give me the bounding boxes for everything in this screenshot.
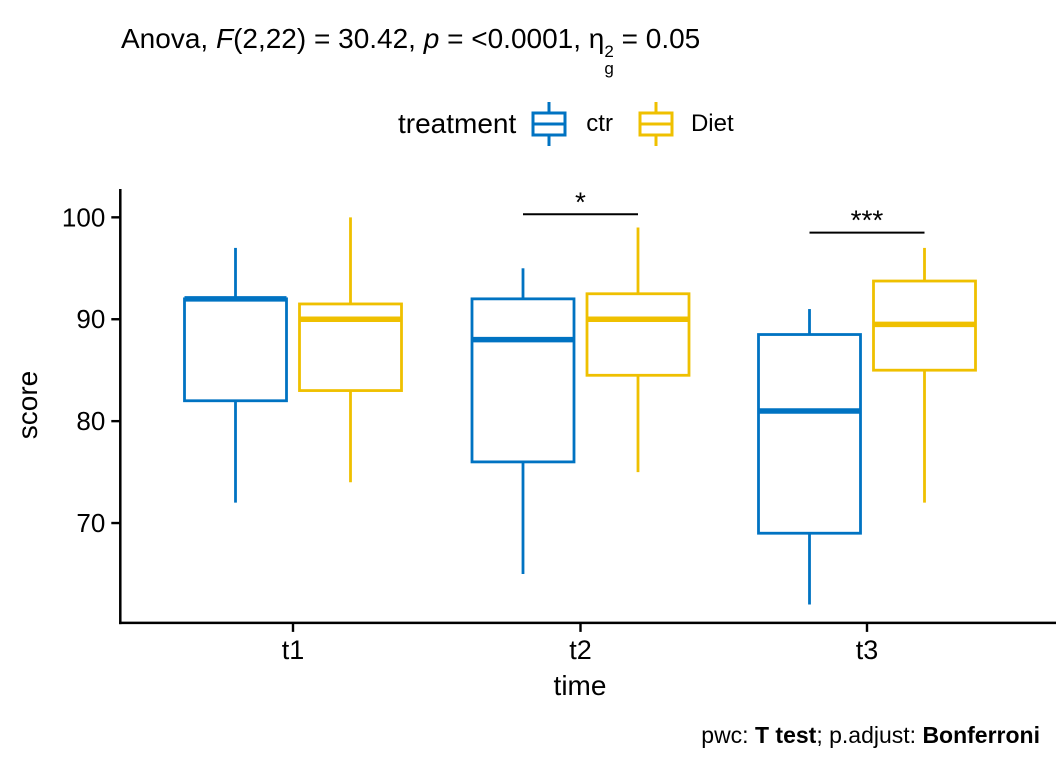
title-eta-subscript: g: [604, 59, 614, 79]
title-f-args: (2,22) = 30.42,: [233, 23, 424, 54]
x-tick-label-t2: t2: [569, 635, 592, 665]
title-p-value: = <0.0001,: [439, 23, 589, 54]
title-prefix: Anova,: [121, 23, 216, 54]
y-tick-label-70: 70: [76, 508, 105, 538]
caption-pwc-prefix: pwc:: [701, 722, 755, 748]
title-p-symbol: p: [423, 23, 440, 54]
legend-label-diet: Diet: [690, 110, 734, 137]
caption: pwc: T test; p.adjust: Bonferroni: [701, 722, 1040, 749]
y-axis-title: score: [12, 370, 43, 440]
x-tick-label-t3: t3: [856, 635, 879, 665]
legend-key-diet-boxplot-icon: [638, 102, 674, 146]
title-eta-superscript: 2: [604, 42, 614, 61]
x-axis-title: time: [553, 670, 607, 701]
legend: treatment ctr Diet: [398, 98, 734, 150]
y-tick-label-100: 100: [62, 202, 105, 232]
caption-test-name: T test: [754, 722, 817, 748]
box-diet-t2: [585, 292, 691, 377]
box-ctr-t1: [183, 297, 288, 403]
box-ctr-t2: [470, 297, 576, 464]
caption-mid: ; p.adjust:: [816, 722, 923, 748]
legend-key-ctr-boxplot-icon: [531, 102, 567, 146]
title-eta-value: = 0.05: [613, 23, 701, 54]
x-tick-label-t1: t1: [282, 635, 305, 665]
title-f-statistic: F: [215, 23, 234, 54]
y-tick-label-90: 90: [76, 304, 105, 334]
caption-adjust-method: Bonferroni: [922, 722, 1040, 748]
sig-star-t2: *: [575, 186, 586, 217]
legend-label-ctr: ctr: [586, 110, 613, 137]
y-tick-label-80: 80: [76, 406, 105, 436]
title-eta-symbol: η: [588, 23, 605, 54]
legend-title: treatment: [398, 108, 517, 139]
box-ctr-t3: [757, 333, 862, 535]
sig-star-t3: ***: [851, 205, 884, 236]
